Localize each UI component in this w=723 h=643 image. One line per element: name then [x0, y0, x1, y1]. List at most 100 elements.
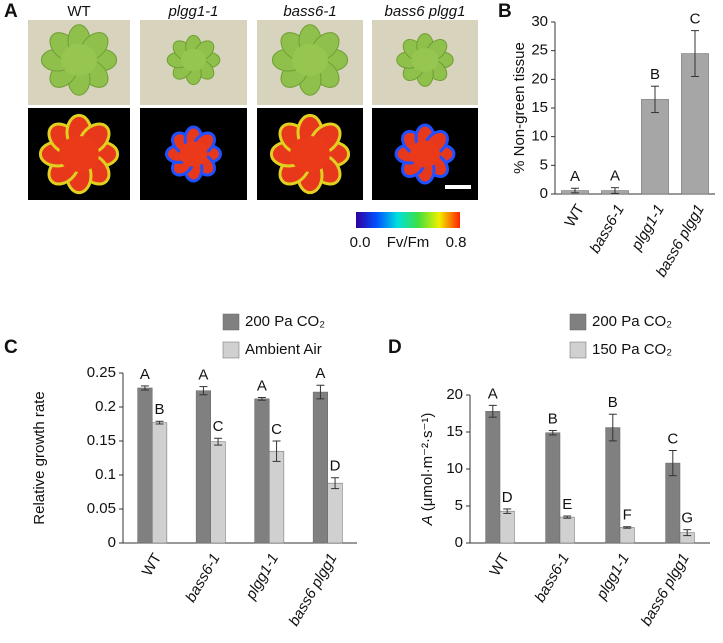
x-tick-label: WT	[487, 550, 513, 579]
significance-letter: C	[271, 421, 282, 438]
y-tick-label: 15	[446, 423, 463, 440]
bar	[499, 510, 515, 544]
error-bar	[214, 437, 223, 446]
y-axis-label: A (μmol·m⁻²·s⁻¹)	[419, 413, 436, 527]
significance-letter: D	[502, 489, 513, 506]
legend-label: Ambient Air	[245, 341, 322, 358]
x-tick-label: plgg1-1	[593, 550, 633, 603]
significance-letter: E	[562, 496, 572, 513]
significance-letter: A	[610, 168, 620, 185]
y-axis-label-text: Relative growth rate	[31, 391, 48, 524]
error-bar	[691, 30, 699, 77]
y-axis-label-text: % Non-green tissue	[511, 42, 528, 174]
significance-letter: D	[330, 458, 341, 475]
genotype-label: bass6-1	[283, 3, 336, 20]
bar	[327, 482, 343, 544]
x-tick-label: bass6-1	[586, 201, 627, 256]
error-bar	[563, 515, 572, 519]
legend-label: 150 Pa CO₂	[592, 341, 672, 358]
panel-label: D	[388, 337, 402, 358]
significance-letter: A	[198, 367, 208, 384]
bar	[137, 387, 153, 544]
y-axis-label: Relative growth rate	[31, 391, 48, 524]
legend-swatch	[222, 313, 240, 331]
y-tick-label: 10	[531, 128, 548, 145]
x-tick-label: bass6-1	[531, 550, 572, 605]
y-axis-label: % Non-green tissue	[511, 42, 528, 174]
legend-swatch	[222, 341, 240, 359]
y-tick-label: 30	[531, 13, 548, 30]
legend-swatch	[569, 313, 587, 331]
rosette-center	[59, 136, 99, 172]
bar	[619, 527, 635, 544]
y-tick-label: 15	[531, 99, 548, 116]
error-bar	[155, 420, 164, 425]
colorbar	[356, 212, 460, 228]
genotype-label: bass6 plgg1	[385, 3, 466, 20]
panel-label: C	[4, 337, 18, 358]
significance-letter: A	[315, 365, 325, 382]
photos: WT plgg1-1 bass6-1 bass6 plgg1	[28, 3, 478, 200]
bar	[545, 432, 561, 544]
significance-letter: A	[570, 168, 580, 185]
error-bar	[571, 187, 579, 194]
panel-label: B	[498, 1, 512, 22]
y-tick-label: 0	[540, 185, 548, 202]
significance-letter: A	[257, 377, 267, 394]
significance-letter: F	[623, 507, 632, 524]
error-bar	[257, 396, 266, 401]
bar	[254, 398, 270, 544]
bar	[559, 516, 575, 544]
error-bar	[548, 430, 557, 436]
y-tick-label: 20	[531, 70, 548, 87]
bar	[312, 391, 328, 544]
y-tick-label: 25	[531, 42, 548, 59]
y-tick-label: 0	[455, 534, 463, 551]
scale-bar	[445, 185, 471, 189]
y-axis-symbol: A	[419, 515, 436, 526]
genotype-label: plgg1-1	[167, 3, 218, 20]
significance-letter: A	[488, 385, 498, 402]
bar	[152, 422, 168, 544]
error-bar	[608, 413, 617, 442]
colorbar-tick-label: 0.8	[446, 234, 467, 251]
y-tick-label: 0.25	[87, 364, 116, 381]
x-tick-label: WT	[139, 550, 165, 579]
rosette-center	[180, 48, 207, 72]
y-tick-label: 5	[455, 497, 463, 514]
x-tick-label: WT	[562, 201, 588, 230]
rosette-center	[410, 140, 440, 168]
error-bar	[651, 85, 659, 114]
significance-letter: C	[667, 430, 678, 447]
rosette-center	[179, 141, 208, 167]
error-bar	[623, 526, 632, 529]
error-bar	[316, 384, 325, 400]
genotype-label: WT	[67, 3, 90, 20]
bar	[195, 390, 211, 544]
error-bar	[199, 386, 208, 396]
rosette-center	[292, 44, 328, 76]
y-tick-label: 0.2	[95, 398, 116, 415]
significance-letter: G	[681, 510, 693, 527]
x-tick-label: bass6-1	[182, 550, 223, 605]
error-bar	[668, 450, 677, 477]
rosette-center	[61, 44, 97, 76]
y-tick-label: 0.15	[87, 432, 116, 449]
bar	[641, 99, 669, 195]
y-tick-label: 0	[108, 534, 116, 551]
legend-label: 200 Pa CO₂	[592, 313, 672, 330]
significance-letter: B	[155, 401, 165, 418]
error-bar	[272, 440, 281, 462]
y-tick-label: 5	[540, 156, 548, 173]
x-tick-label: bass6 plgg1	[638, 550, 693, 629]
panel-label: A	[4, 1, 18, 22]
bar	[210, 441, 226, 544]
x-tick-label: plgg1-1	[242, 550, 282, 603]
colorbar-tick-label: 0.0	[350, 234, 371, 251]
significance-letter: C	[213, 418, 224, 435]
x-tick-label: bass6 plgg1	[285, 550, 340, 629]
legend-swatch	[569, 341, 587, 359]
legend-label: 200 Pa CO₂	[245, 313, 325, 330]
error-bar	[488, 404, 497, 418]
error-bar	[331, 477, 340, 490]
